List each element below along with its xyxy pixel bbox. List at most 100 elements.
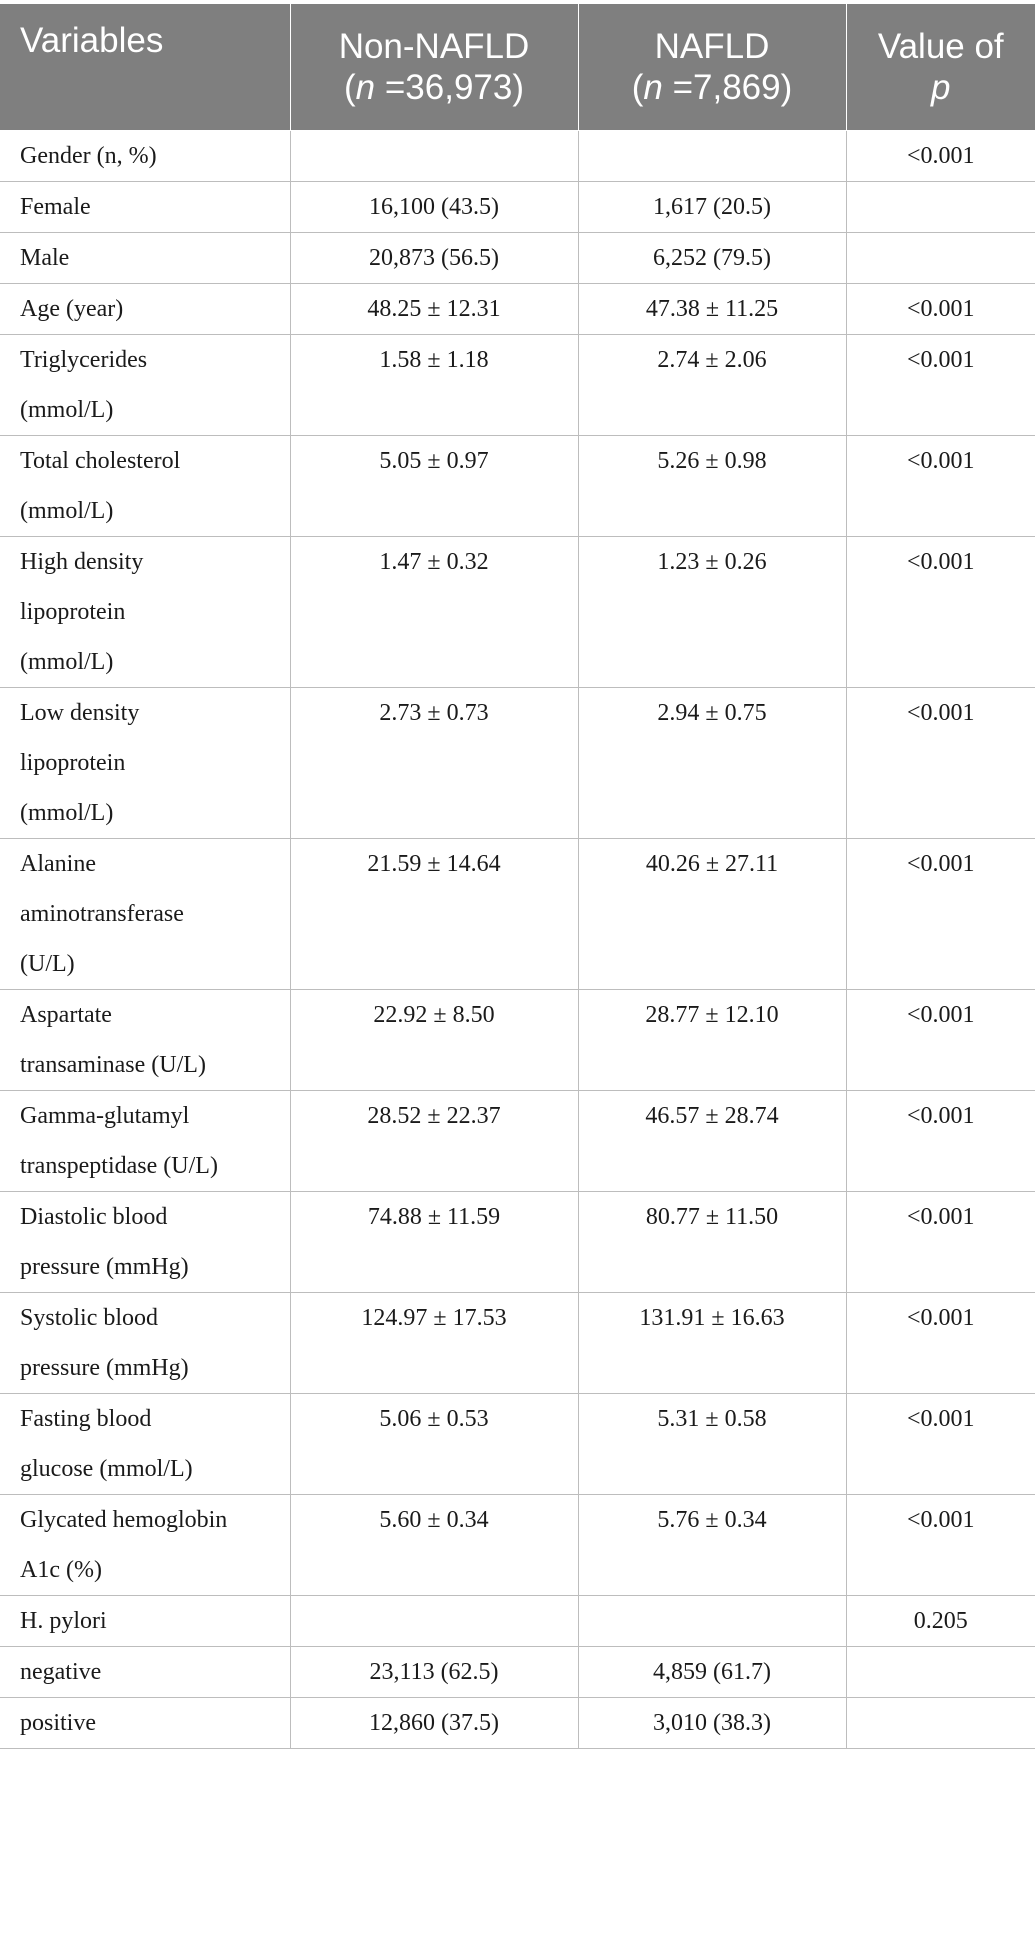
cell-nafld: 4,859 (61.7) xyxy=(577,1646,847,1698)
cell-p-value xyxy=(845,232,1035,284)
header-variables-label: Variables xyxy=(20,21,164,60)
cell-variable: negative xyxy=(0,1646,291,1698)
table-body: Gender (n, %) <0.001 Female 16,100 (43.5) 1,… xyxy=(0,130,1035,1749)
cell-non-nafld: 2.73 ± 0.73 xyxy=(289,687,579,839)
cell-variable: Female xyxy=(0,181,291,233)
cell-non-nafld: 5.60 ± 0.34 xyxy=(289,1494,579,1596)
cell-variable: Diastolic blood pressure (mmHg) xyxy=(0,1191,291,1293)
cell-nafld: 80.77 ± 11.50 xyxy=(577,1191,847,1293)
cell-variable: Fasting blood glucose (mmol/L) xyxy=(0,1393,291,1495)
cell-nafld: 47.38 ± 11.25 xyxy=(577,283,847,335)
table-row: Glycated hemoglobin A1c (%) 5.60 ± 0.34 5.… xyxy=(0,1494,1035,1596)
header-non-nafld: Non-NAFLD (n =36,973) xyxy=(289,4,579,131)
table-row: Fasting blood glucose (mmol/L) 5.06 ± 0.5… xyxy=(0,1393,1035,1495)
header-non-nafld-n-value: =36,973) xyxy=(375,68,524,107)
cell-nafld xyxy=(577,1595,847,1647)
table-row: Gamma-glutamyl transpeptidase (U/L) 28.52… xyxy=(0,1090,1035,1192)
cell-p-value: <0.001 xyxy=(845,1191,1035,1293)
header-row: Variables Non-NAFLD (n =36,973) NAFLD (n =… xyxy=(0,4,1035,131)
table-row: Male 20,873 (56.5) 6,252 (79.5) xyxy=(0,232,1035,284)
table-row: Female 16,100 (43.5) 1,617 (20.5) xyxy=(0,181,1035,233)
cell-variable: High density lipoprotein (mmol/L) xyxy=(0,536,291,688)
cell-variable: Gamma-glutamyl transpeptidase (U/L) xyxy=(0,1090,291,1192)
cell-non-nafld xyxy=(289,1595,579,1647)
cell-variable: Low density lipoprotein (mmol/L) xyxy=(0,687,291,839)
cell-variable: Aspartate transaminase (U/L) xyxy=(0,989,291,1091)
cell-variable: Age (year) xyxy=(0,283,291,335)
baseline-characteristics-table: Variables Non-NAFLD (n =36,973) NAFLD (n =… xyxy=(0,4,1035,1749)
cell-non-nafld: 22.92 ± 8.50 xyxy=(289,989,579,1091)
cell-p-value: <0.001 xyxy=(845,1494,1035,1596)
cell-non-nafld: 1.47 ± 0.32 xyxy=(289,536,579,688)
table-row: Systolic blood pressure (mmHg) 124.97 ± 1… xyxy=(0,1292,1035,1394)
header-non-nafld-name: Non-NAFLD xyxy=(338,27,530,66)
header-variables: Variables xyxy=(0,4,291,131)
cell-variable: Glycated hemoglobin A1c (%) xyxy=(0,1494,291,1596)
cell-non-nafld: 1.58 ± 1.18 xyxy=(289,334,579,436)
cell-non-nafld: 5.06 ± 0.53 xyxy=(289,1393,579,1495)
table-row: Aspartate transaminase (U/L) 22.92 ± 8.50… xyxy=(0,989,1035,1091)
cell-nafld: 2.94 ± 0.75 xyxy=(577,687,847,839)
cell-p-value: <0.001 xyxy=(845,536,1035,688)
cell-non-nafld xyxy=(289,130,579,182)
cell-p-value xyxy=(845,1646,1035,1698)
header-nafld-name: NAFLD xyxy=(654,27,770,66)
cell-p-value: 0.205 xyxy=(845,1595,1035,1647)
cell-p-value: <0.001 xyxy=(845,838,1035,990)
table-row: Alanine aminotransferase (U/L) 21.59 ± 14… xyxy=(0,838,1035,990)
cell-p-value: <0.001 xyxy=(845,435,1035,537)
cell-non-nafld: 16,100 (43.5) xyxy=(289,181,579,233)
cell-nafld: 5.26 ± 0.98 xyxy=(577,435,847,537)
cell-variable: Gender (n, %) xyxy=(0,130,291,182)
cell-variable: positive xyxy=(0,1697,291,1749)
cell-p-value: <0.001 xyxy=(845,1393,1035,1495)
cell-nafld: 131.91 ± 16.63 xyxy=(577,1292,847,1394)
header-nafld-n-value: =7,869) xyxy=(662,68,793,107)
table-row: H. pylori 0.205 xyxy=(0,1595,1035,1647)
cell-non-nafld: 23,113 (62.5) xyxy=(289,1646,579,1698)
header-p-value-line1: Value of xyxy=(877,27,1004,66)
cell-variable: Systolic blood pressure (mmHg) xyxy=(0,1292,291,1394)
cell-p-value: <0.001 xyxy=(845,334,1035,436)
table-header: Variables Non-NAFLD (n =36,973) NAFLD (n =… xyxy=(0,4,1035,131)
cell-nafld: 3,010 (38.3) xyxy=(577,1697,847,1749)
header-non-nafld-n-label: n xyxy=(355,68,376,107)
cell-variable: Alanine aminotransferase (U/L) xyxy=(0,838,291,990)
table-row: Triglycerides (mmol/L) 1.58 ± 1.18 2.74 ± … xyxy=(0,334,1035,436)
cell-variable: Triglycerides (mmol/L) xyxy=(0,334,291,436)
table-row: Gender (n, %) <0.001 xyxy=(0,130,1035,182)
cell-variable: H. pylori xyxy=(0,1595,291,1647)
cell-variable: Male xyxy=(0,232,291,284)
cell-non-nafld: 5.05 ± 0.97 xyxy=(289,435,579,537)
cell-nafld: 1,617 (20.5) xyxy=(577,181,847,233)
table-row: Total cholesterol (mmol/L) 5.05 ± 0.97 5.2… xyxy=(0,435,1035,537)
cell-variable: Total cholesterol (mmol/L) xyxy=(0,435,291,537)
cell-p-value: <0.001 xyxy=(845,1292,1035,1394)
table-row: positive 12,860 (37.5) 3,010 (38.3) xyxy=(0,1697,1035,1749)
cell-p-value xyxy=(845,181,1035,233)
cell-non-nafld: 48.25 ± 12.31 xyxy=(289,283,579,335)
cell-nafld: 2.74 ± 2.06 xyxy=(577,334,847,436)
cell-nafld: 5.76 ± 0.34 xyxy=(577,1494,847,1596)
cell-non-nafld: 20,873 (56.5) xyxy=(289,232,579,284)
header-nafld-n-label: n xyxy=(643,68,663,107)
cell-nafld xyxy=(577,130,847,182)
header-nafld: NAFLD (n =7,869) xyxy=(577,4,847,131)
cell-p-value: <0.001 xyxy=(845,989,1035,1091)
table-row: Age (year) 48.25 ± 12.31 47.38 ± 11.25 <0.0… xyxy=(0,283,1035,335)
cell-nafld: 5.31 ± 0.58 xyxy=(577,1393,847,1495)
cell-nafld: 40.26 ± 27.11 xyxy=(577,838,847,990)
cell-nafld: 1.23 ± 0.26 xyxy=(577,536,847,688)
header-p-value: Value of p xyxy=(845,4,1035,131)
cell-nafld: 6,252 (79.5) xyxy=(577,232,847,284)
cell-p-value: <0.001 xyxy=(845,687,1035,839)
cell-non-nafld: 28.52 ± 22.37 xyxy=(289,1090,579,1192)
table-row: negative 23,113 (62.5) 4,859 (61.7) xyxy=(0,1646,1035,1698)
table-row: Diastolic blood pressure (mmHg) 74.88 ± 1… xyxy=(0,1191,1035,1293)
cell-non-nafld: 74.88 ± 11.59 xyxy=(289,1191,579,1293)
cell-p-value: <0.001 xyxy=(845,283,1035,335)
header-p-value-line2: p xyxy=(931,68,951,107)
cell-p-value xyxy=(845,1697,1035,1749)
cell-non-nafld: 12,860 (37.5) xyxy=(289,1697,579,1749)
cell-nafld: 28.77 ± 12.10 xyxy=(577,989,847,1091)
